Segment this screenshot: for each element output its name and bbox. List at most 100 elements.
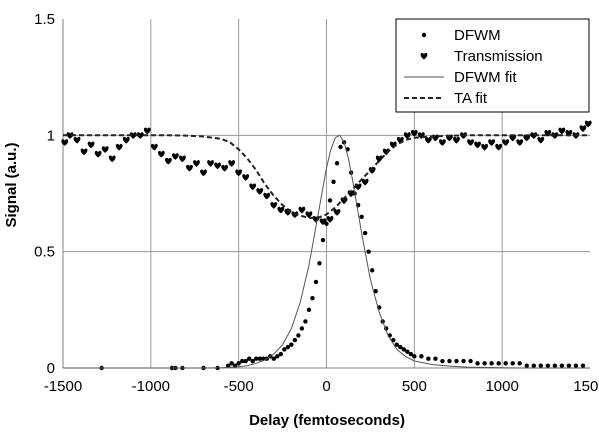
legend-box xyxy=(395,18,590,113)
x-axis-ticks: -1500 -1000 -500 0 500 1000 1500 xyxy=(44,378,599,395)
dfwm-point xyxy=(275,354,280,359)
dfwm-point xyxy=(503,361,508,366)
transmission-point xyxy=(319,218,327,226)
x-tick-label: -1000 xyxy=(132,378,170,395)
legend-swatch-transmission xyxy=(420,52,428,60)
y-tick-label: 1.5 xyxy=(34,11,55,28)
transmission-point xyxy=(186,164,193,172)
transmission-point xyxy=(298,206,306,214)
dfwm-point xyxy=(292,337,298,343)
dfwm-point xyxy=(496,361,501,366)
transmission-point xyxy=(263,192,271,200)
ta-fit-line xyxy=(63,134,590,219)
dfwm-point xyxy=(440,358,445,364)
transmission-point xyxy=(530,132,538,139)
transmission-point xyxy=(277,206,285,214)
transmission-point xyxy=(101,146,109,153)
dfwm-point xyxy=(433,356,438,361)
transmission-point xyxy=(502,139,510,146)
transmission-point xyxy=(221,164,229,172)
transmission-point xyxy=(242,174,250,181)
dfwm-point xyxy=(320,237,326,243)
transmission-point xyxy=(305,211,313,219)
y-axis-ticks: 0 0.5 1 1.5 xyxy=(34,11,55,377)
y-tick-label: 0.5 xyxy=(34,244,55,261)
transmission-point xyxy=(467,139,474,146)
transmission-point xyxy=(228,160,236,167)
transmission-point xyxy=(495,143,503,151)
series-layer xyxy=(61,120,592,371)
legend-label-transmission: Transmission xyxy=(454,48,543,65)
transmission-point xyxy=(291,211,299,219)
transmission-point xyxy=(193,160,200,167)
dfwm-point xyxy=(299,326,305,331)
transmission-point xyxy=(481,143,488,151)
dfwm-point xyxy=(271,356,276,361)
transmission-point xyxy=(474,141,481,149)
dfwm-point xyxy=(369,268,375,273)
y-axis-title: Signal (a.u.) xyxy=(3,142,20,227)
dfwm-point xyxy=(412,354,417,359)
dfwm-point xyxy=(278,351,284,357)
transmission-point xyxy=(122,136,130,144)
dfwm-point xyxy=(362,230,368,236)
x-tick-label: 0 xyxy=(322,378,330,395)
dfwm-fit-line xyxy=(63,134,590,369)
transmission-point xyxy=(453,136,460,144)
dfwm-point xyxy=(573,363,579,368)
dfwm-point xyxy=(282,347,287,352)
transmission-point xyxy=(179,155,186,163)
dfwm-point xyxy=(447,358,452,364)
dfwm-point xyxy=(524,363,529,368)
dfwm-point xyxy=(408,351,414,357)
dfwm-point xyxy=(454,358,459,364)
transmission-point xyxy=(382,148,390,156)
dfwm-point xyxy=(531,363,536,368)
x-axis-title: Delay (femtoseconds) xyxy=(249,412,405,429)
transmission-point xyxy=(172,153,179,160)
dfwm-point xyxy=(580,363,586,368)
dfwm-point xyxy=(303,319,308,324)
dfwm-point xyxy=(373,289,378,294)
transmission-point xyxy=(136,132,144,139)
dfwm-point xyxy=(405,349,410,354)
transmission-point xyxy=(66,132,74,139)
transmission-point xyxy=(80,148,88,156)
dfwm-point xyxy=(296,333,301,338)
transmission-point xyxy=(361,178,369,186)
transmission-point xyxy=(200,169,207,177)
x-tick-label: -500 xyxy=(224,378,254,395)
dfwm-point xyxy=(401,347,406,352)
dfwm-point xyxy=(366,249,371,254)
dfwm-point xyxy=(331,179,336,185)
legend: DFWM Transmission DFWM fit TA fit xyxy=(395,18,590,113)
dfwm-point xyxy=(394,342,399,347)
legend-swatch-dfwm xyxy=(421,32,427,38)
dfwm-point xyxy=(285,344,291,350)
dfwm-point xyxy=(559,363,565,368)
dfwm-point xyxy=(236,361,241,366)
transmission-point xyxy=(235,169,243,177)
dfwm-point xyxy=(468,358,473,364)
transmission-point xyxy=(165,157,172,165)
dfwm-point xyxy=(426,356,431,361)
y-tick-label: 1 xyxy=(47,127,55,144)
dfwm-point xyxy=(250,358,255,364)
transmission-point xyxy=(584,120,592,128)
transmission-point xyxy=(488,139,496,146)
transmission-point xyxy=(214,162,221,170)
transmission-point xyxy=(333,209,341,216)
transmission-point xyxy=(207,160,214,167)
x-tick-label: -1500 xyxy=(44,378,82,395)
series-dfwm xyxy=(99,140,586,371)
legend-label-dfwm-fit: DFWM fit xyxy=(454,69,517,86)
dfwm-point xyxy=(419,354,424,359)
dfwm-point xyxy=(225,363,231,368)
transmission-point xyxy=(150,143,158,151)
transmission-point xyxy=(516,139,524,146)
transmission-point xyxy=(326,216,334,223)
transmission-point xyxy=(249,183,257,191)
transmission-point xyxy=(558,127,566,135)
dfwm-point xyxy=(229,361,234,366)
transmission-point xyxy=(129,132,137,139)
